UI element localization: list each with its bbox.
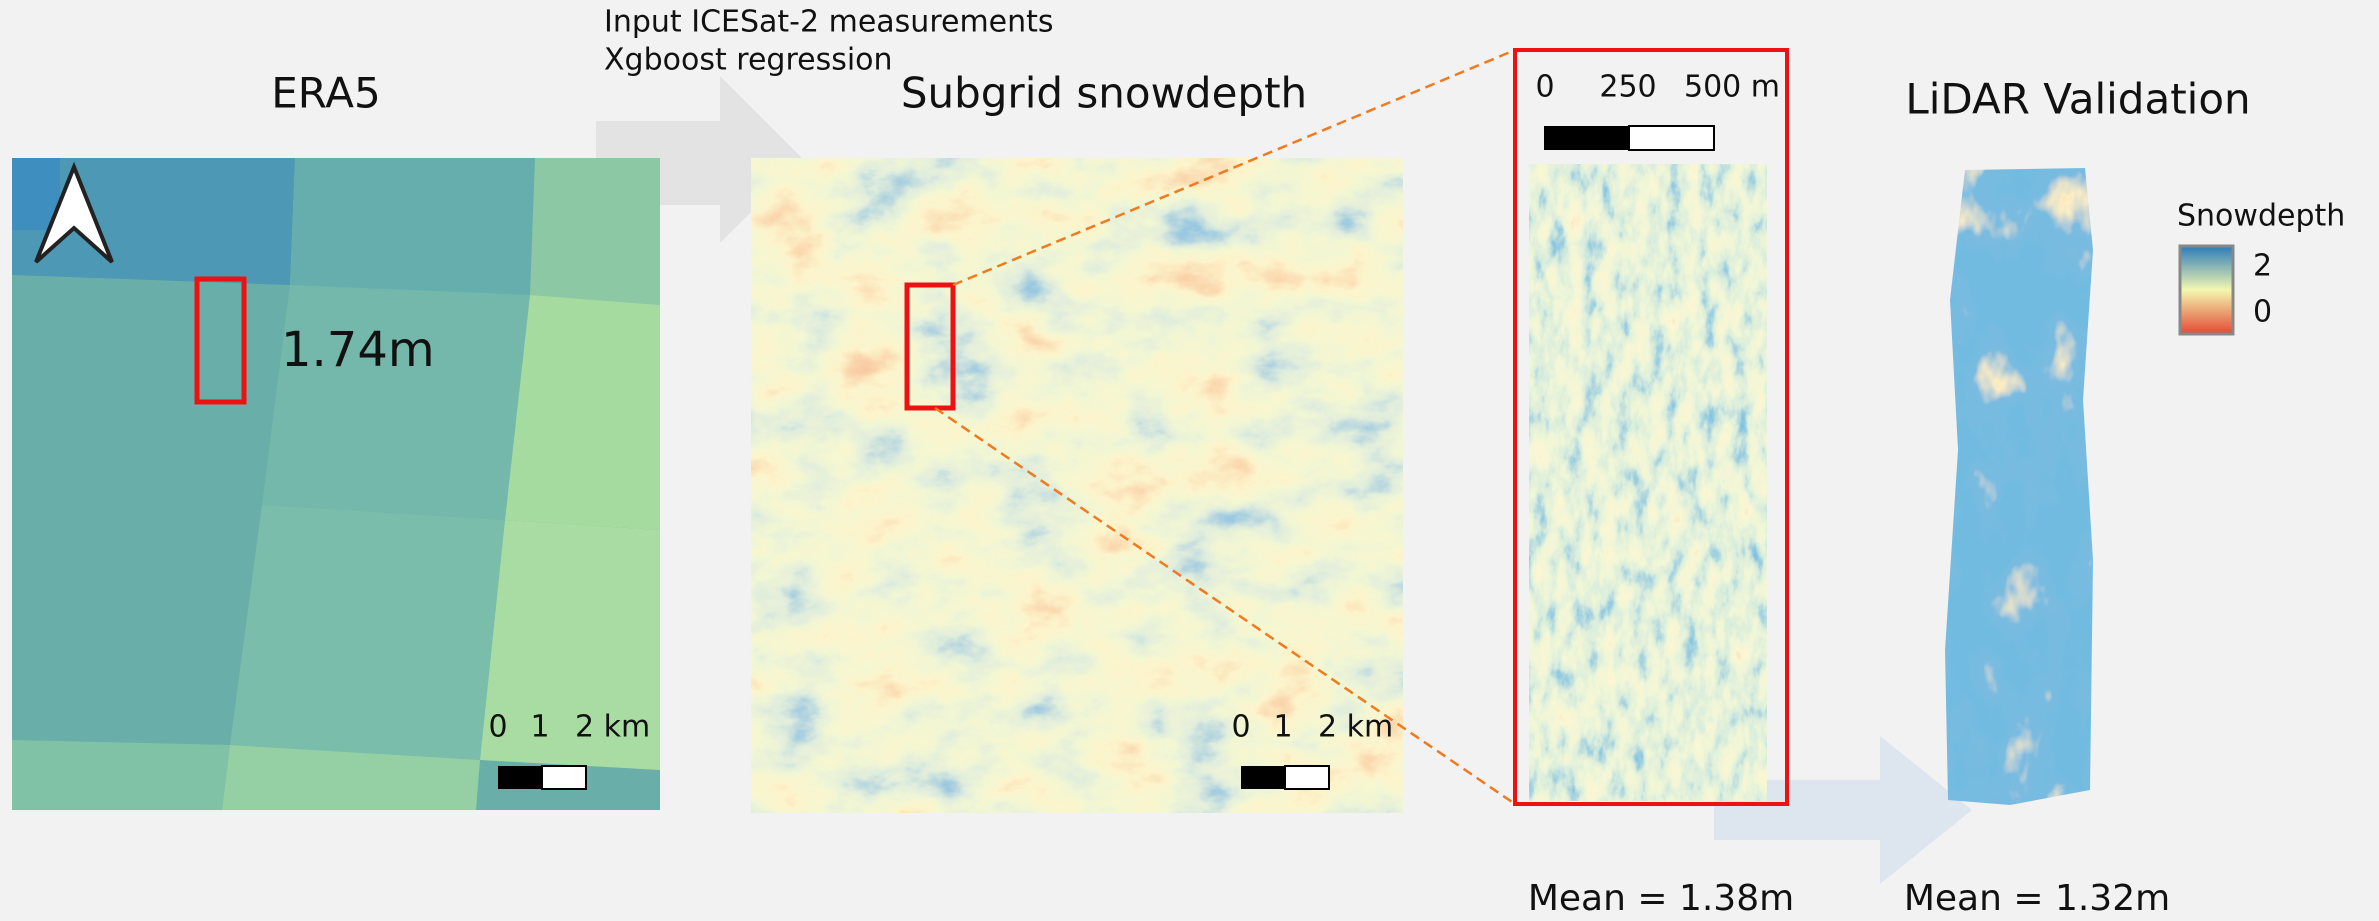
legend-label: 2 bbox=[2253, 249, 2272, 284]
scale-label: 500 m bbox=[1684, 70, 1780, 105]
point-label: 1.74m bbox=[281, 322, 435, 378]
panel-title: Subgrid snowdepth bbox=[901, 69, 1307, 118]
scale-label: 2 km bbox=[575, 710, 650, 745]
legend-label: 0 bbox=[2253, 295, 2272, 330]
legend: Snowdepth 2 0 bbox=[2177, 199, 2345, 335]
legend-title: Snowdepth bbox=[2177, 199, 2345, 234]
annotation: Input ICESat-2 measurements bbox=[604, 5, 1054, 40]
scale-label: 1 bbox=[530, 710, 549, 745]
scale-label: 1 bbox=[1273, 710, 1292, 745]
panel-title: ERA5 bbox=[271, 69, 380, 118]
subgrid-map bbox=[751, 158, 1403, 813]
scale-label: 0 bbox=[488, 710, 507, 745]
panel-title: LiDAR Validation bbox=[1905, 75, 2250, 124]
caption: Mean = 1.32m bbox=[1904, 878, 2170, 919]
annotation: Xgboost regression bbox=[604, 43, 893, 78]
caption: Mean = 1.38m bbox=[1528, 878, 1794, 919]
figure: Input ICESat-2 measurements Xgboost regr… bbox=[0, 0, 2379, 921]
scale-label: 250 bbox=[1599, 70, 1656, 105]
scale-label: 2 km bbox=[1318, 710, 1393, 745]
scale-label: 0 bbox=[1535, 70, 1554, 105]
zoom-map bbox=[1529, 164, 1767, 801]
scale-label: 0 bbox=[1231, 710, 1250, 745]
lidar-map bbox=[1942, 164, 2094, 806]
scale-bar: 0 250 500 m bbox=[1535, 70, 1780, 151]
